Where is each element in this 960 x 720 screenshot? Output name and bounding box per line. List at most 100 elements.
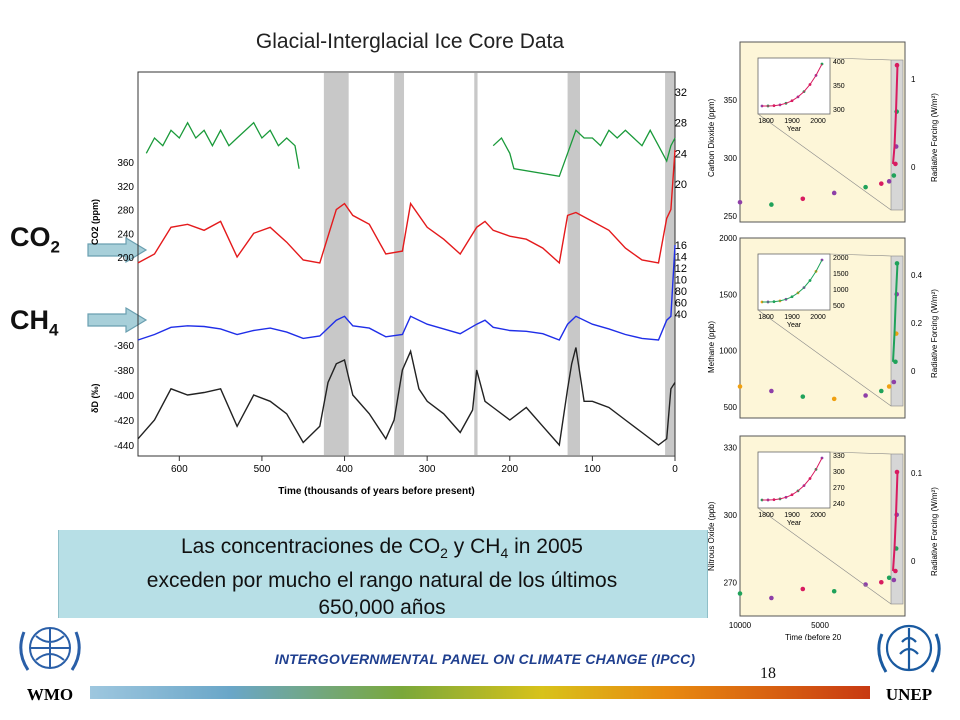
ch4-tick-3: 10 xyxy=(675,275,687,287)
panel-2-point-3 xyxy=(831,588,837,594)
panel-2-point-4 xyxy=(863,582,868,587)
panel-2-inset-xlabel: Year xyxy=(787,520,802,527)
caption-line1-part-c: in 2005 xyxy=(508,535,583,558)
panel-2-y2tick-1: 0 xyxy=(911,557,916,566)
trend-panel-0: 350 300 250 Carbon Dioxide (ppm) 1 0 Radiative… xyxy=(707,41,939,223)
panel-1-point-7 xyxy=(891,379,897,385)
unep-logo: UNEP xyxy=(877,624,941,704)
x-tick-label-5: 100 xyxy=(584,464,601,475)
series-ch4-line xyxy=(137,244,676,341)
co2-tick-0: 360 xyxy=(117,158,134,169)
series-deuterium-line xyxy=(137,347,676,447)
chart-title: Glacial-Interglacial Ice Core Data xyxy=(255,30,565,53)
panel-1-inset-leader-top xyxy=(829,253,892,257)
panel-2-point-8 xyxy=(893,568,898,574)
panel-0-point-7 xyxy=(891,173,897,178)
panel-2-point-5 xyxy=(879,579,884,585)
panel-0-ylabel: Carbon Dioxide (ppm) xyxy=(707,98,716,177)
panel-1-point-3 xyxy=(831,396,837,402)
ch4-tick-4: 80 xyxy=(675,286,687,298)
recent-band-0 xyxy=(890,59,904,211)
panel-1-inset-xlabel: Year xyxy=(787,322,802,329)
panel-0-inset-ytick-2: 300 xyxy=(833,107,845,114)
co2-label-text: CO xyxy=(10,222,51,252)
dD-tick-3: -420 xyxy=(114,416,134,427)
panel-2-point-0 xyxy=(737,591,743,596)
caption-line-2: exceden por mucho el rango natural de lo… xyxy=(146,569,618,593)
panel-2-y2label: Radiative Forcing (W/m²) xyxy=(930,487,939,576)
panel-2-point-2 xyxy=(800,586,806,592)
co2-tick-3: 240 xyxy=(117,229,134,240)
ice-core-chart: 600 500 400 300 200 100 0 Time (thousands of ye… xyxy=(90,71,687,497)
panel-1-y2tick-1: 0.2 xyxy=(911,319,923,328)
x-tick-label-4: 200 xyxy=(501,464,518,475)
panel-2-ytick-0: 330 xyxy=(724,443,738,452)
panel-1-point-1 xyxy=(769,388,774,394)
dD-tick-0: -360 xyxy=(114,341,134,352)
footer-org-text: INTERGOVERNMENTAL PANEL ON CLIMATE CHANG… xyxy=(274,651,696,667)
plot-frame xyxy=(137,71,676,457)
panel-1-point-2 xyxy=(800,394,806,399)
panel-0-inset-ytick-0: 400 xyxy=(833,59,845,66)
panel-2-inset xyxy=(757,451,831,509)
caption: Las concentraciones de CO2 y CH4 in 2005… xyxy=(58,533,706,621)
panel-0-inset-leader-top xyxy=(829,57,892,61)
panel-1-inset-ytick-0: 2000 xyxy=(833,255,849,262)
caption-line1-part-b: y CH xyxy=(447,535,501,558)
panel-0-inset xyxy=(757,57,831,115)
series-temperature-segment-0 xyxy=(145,121,300,169)
panel-2-recent-rise xyxy=(892,471,899,572)
panel-2-point-7 xyxy=(891,577,897,583)
panel-1-inset-ytick-3: 500 xyxy=(833,303,845,310)
x-tick-label-2: 400 xyxy=(336,464,353,475)
panel-0-point-2 xyxy=(800,196,806,202)
panel-1-inset-xtick-1: 1900 xyxy=(784,314,800,321)
co2-tick-2: 280 xyxy=(117,206,134,217)
wmo-logo-text: WMO xyxy=(27,685,73,704)
interglacial-band-3 xyxy=(567,73,580,455)
panel-2-inset-ytick-1: 300 xyxy=(833,469,845,476)
x-tick-label-1: 500 xyxy=(254,464,271,475)
panel-2-inset-leader-bottom xyxy=(757,507,892,605)
ch4-label-sub: 4 xyxy=(49,320,59,340)
page-number: 18 xyxy=(760,665,776,682)
ch4-tick-2: 12 xyxy=(675,263,687,275)
panel-2-inset-xtick-1: 1900 xyxy=(784,512,800,519)
panel-0-inset-xtick-2: 2000 xyxy=(810,118,826,125)
ch4-arrow xyxy=(87,306,148,334)
trend-panel-2: 330 300 270 Nitrous Oxide (ppb) 0.1 0 Radiativ… xyxy=(707,435,939,640)
caption-line1-part-a: Las concentraciones de CO xyxy=(181,535,441,558)
panel-0-point-0 xyxy=(737,199,743,205)
co2-label-sub: 2 xyxy=(50,237,60,257)
x-tick-label-6: 0 xyxy=(672,464,678,475)
co2-label: CO2 xyxy=(10,222,60,257)
panel-1-ytick-2: 1000 xyxy=(719,347,737,356)
panel-1-inset-ytick-2: 1000 xyxy=(833,287,849,294)
caption-box xyxy=(58,530,708,618)
panel-1-ytick-0: 2000 xyxy=(719,234,737,243)
panel-1-inset xyxy=(757,253,831,311)
panel-2-ylabel: Nitrous Oxide (ppb) xyxy=(707,501,716,571)
panel-0-inset-xtick-1: 1900 xyxy=(784,118,800,125)
panel-2-inset-line xyxy=(762,457,823,501)
co2-axis-label: CO2 (ppm) xyxy=(90,199,100,245)
panel-0-point-3 xyxy=(831,190,837,196)
panel-1-point-4 xyxy=(863,393,868,398)
panel-2-point-1 xyxy=(769,595,774,601)
footer-org-name: INTERGOVERNMENTAL PANEL ON CLIMATE CHANG… xyxy=(0,651,960,667)
panel-1-ytick-3: 500 xyxy=(724,403,738,412)
panel-0-ytick-2: 250 xyxy=(724,212,738,221)
dD-tick-1: -380 xyxy=(114,366,134,377)
panel-0-inset-line xyxy=(762,63,823,107)
panel-2-inset-ytick-0: 330 xyxy=(833,453,845,460)
panel-2-inset-xtick-2: 2000 xyxy=(810,512,826,519)
panel-0-point-1 xyxy=(769,202,774,207)
panel-2-y2tick-0: 0.1 xyxy=(911,469,923,478)
panel-0-point-4 xyxy=(863,184,868,190)
panel-0-ytick-1: 300 xyxy=(724,154,738,163)
caption-line-1: Las concentraciones de CO2 y CH4 in 2005 xyxy=(58,533,706,567)
panel-2-xlabel: Time (before 20 xyxy=(785,633,842,640)
panel-2-xtick-1: 5000 xyxy=(811,621,829,630)
dD-tick-4: -440 xyxy=(114,441,134,452)
panel-2-inset-xtick-0: 1800 xyxy=(758,512,774,519)
